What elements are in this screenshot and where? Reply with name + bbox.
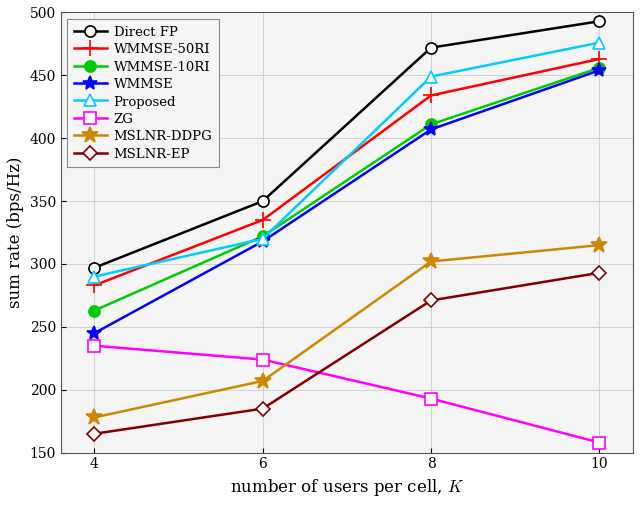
Y-axis label: sum rate (bps/Hz): sum rate (bps/Hz) xyxy=(7,157,24,308)
Line: Proposed: Proposed xyxy=(88,36,605,283)
Line: MSLNR-DDPG: MSLNR-DDPG xyxy=(86,237,608,426)
WMMSE-50RI xyxy=(259,217,267,223)
WMMSE xyxy=(428,126,435,132)
WMMSE-10RI xyxy=(91,308,99,314)
WMMSE-10RI xyxy=(596,65,604,71)
WMMSE-10RI xyxy=(259,233,267,239)
WMMSE-50RI xyxy=(596,56,604,62)
WMMSE-10RI xyxy=(428,121,435,127)
MSLNR-DDPG xyxy=(428,259,435,265)
Direct FP xyxy=(259,198,267,204)
MSLNR-DDPG xyxy=(259,378,267,384)
Line: WMMSE-10RI: WMMSE-10RI xyxy=(89,62,605,316)
Line: MSLNR-EP: MSLNR-EP xyxy=(90,268,604,439)
X-axis label: number of users per cell, $K$: number of users per cell, $K$ xyxy=(230,477,464,498)
WMMSE xyxy=(91,330,99,336)
Proposed xyxy=(596,39,604,45)
ZG xyxy=(428,395,435,401)
MSLNR-EP xyxy=(91,431,99,437)
Proposed xyxy=(428,74,435,80)
ZG xyxy=(259,357,267,363)
MSLNR-EP xyxy=(259,406,267,412)
WMMSE xyxy=(259,238,267,244)
Line: WMMSE-50RI: WMMSE-50RI xyxy=(87,52,607,293)
Direct FP xyxy=(91,265,99,271)
ZG xyxy=(91,343,99,349)
Line: Direct FP: Direct FP xyxy=(89,16,605,273)
MSLNR-EP xyxy=(428,297,435,304)
Proposed xyxy=(91,274,99,280)
Direct FP xyxy=(428,44,435,50)
Proposed xyxy=(259,236,267,242)
MSLNR-EP xyxy=(596,270,604,276)
ZG xyxy=(596,439,604,445)
Line: ZG: ZG xyxy=(89,340,605,448)
Line: WMMSE: WMMSE xyxy=(88,63,606,340)
MSLNR-DDPG xyxy=(596,242,604,248)
WMMSE xyxy=(596,67,604,73)
Legend: Direct FP, WMMSE-50RI, WMMSE-10RI, WMMSE, Proposed, ZG, MSLNR-DDPG, MSLNR-EP: Direct FP, WMMSE-50RI, WMMSE-10RI, WMMSE… xyxy=(67,19,219,167)
Direct FP xyxy=(596,18,604,24)
WMMSE-50RI xyxy=(91,282,99,288)
WMMSE-50RI xyxy=(428,92,435,98)
MSLNR-DDPG xyxy=(91,415,99,421)
